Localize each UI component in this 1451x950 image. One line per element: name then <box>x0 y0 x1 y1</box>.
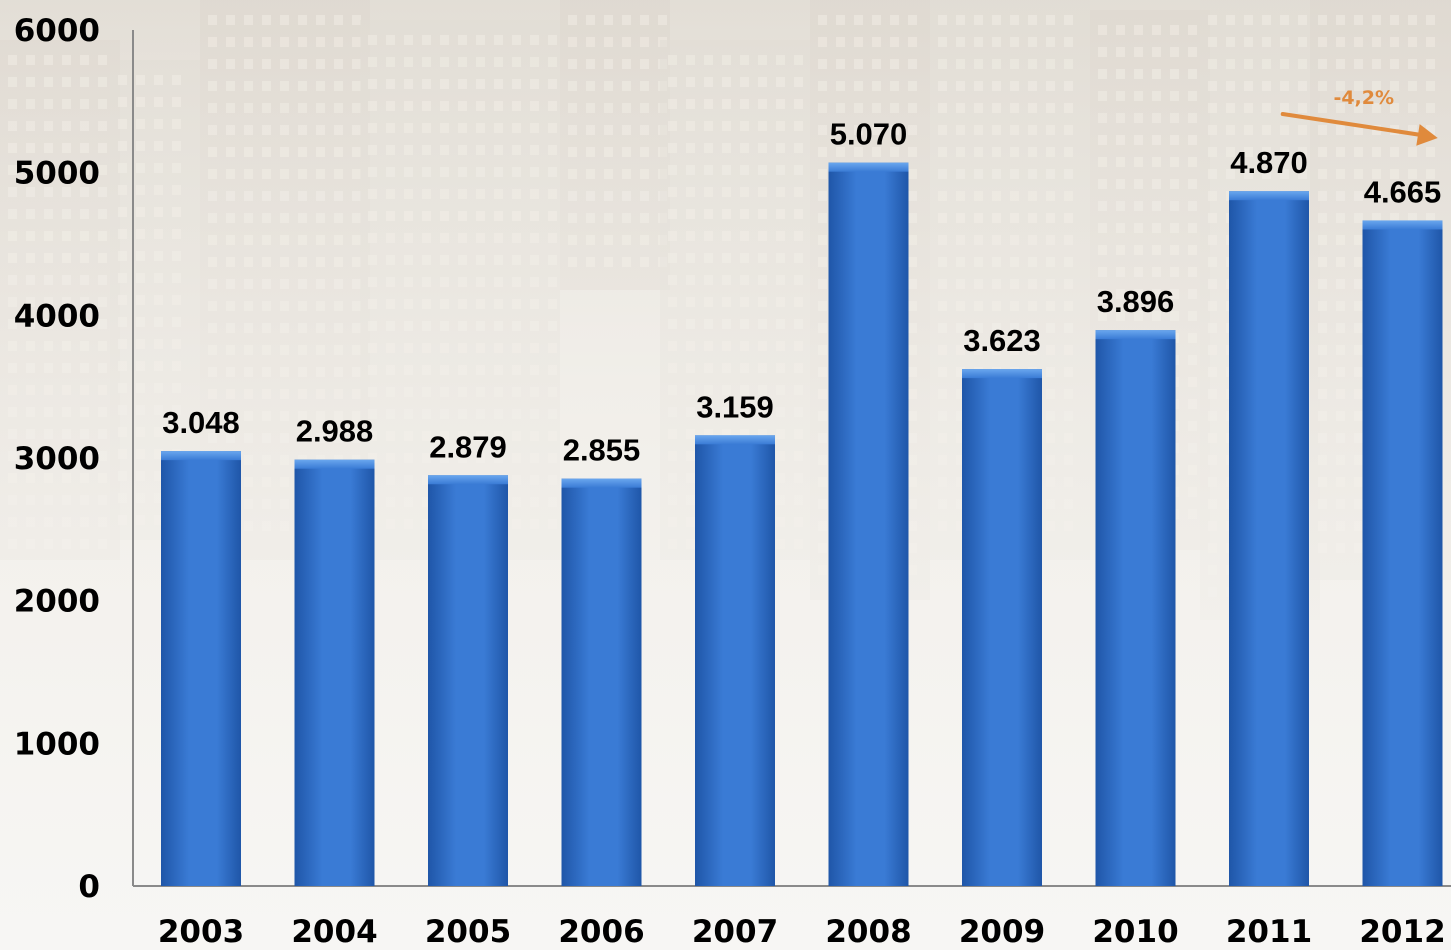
x-tick-label: 2008 <box>825 914 911 950</box>
y-tick-label: 0 <box>78 869 100 905</box>
x-tick-label: 2009 <box>959 914 1045 950</box>
y-tick-label: 5000 <box>14 156 100 192</box>
x-tick-label: 2006 <box>558 914 644 950</box>
bar-body <box>828 162 909 886</box>
data-labels: 3.048 2.988 2.879 2.855 3.159 5.070 3.623 3.896… <box>162 117 1441 468</box>
bar <box>695 435 775 886</box>
bar <box>161 451 241 886</box>
y-axis: 0 1000 2000 3000 4000 5000 6000 <box>14 13 134 905</box>
bar-body <box>1362 220 1443 886</box>
bar-body <box>428 475 508 886</box>
bar-top-bevel <box>161 451 241 461</box>
bar-top-bevel <box>428 475 508 485</box>
bar-body <box>962 369 1042 886</box>
bar-top-bevel <box>561 478 642 488</box>
bar-body <box>1229 191 1309 887</box>
x-tick-label: 2004 <box>291 914 377 950</box>
change-annotation-label: -4,2% <box>1333 87 1394 109</box>
y-tick-label: 6000 <box>14 13 100 49</box>
bar-body <box>561 478 642 886</box>
bar-body <box>1095 330 1176 886</box>
bar <box>1229 191 1309 887</box>
data-label: 3.159 <box>696 389 774 424</box>
data-label: 4.870 <box>1230 145 1308 180</box>
bar <box>428 475 508 886</box>
bar <box>1362 220 1443 886</box>
y-tick-label: 3000 <box>14 441 100 477</box>
x-tick-label: 2012 <box>1359 914 1445 950</box>
bar <box>962 369 1042 886</box>
bar-body <box>161 451 241 886</box>
arrow-down-right-icon <box>1280 112 1438 146</box>
x-tick-label: 2007 <box>692 914 778 950</box>
data-label: 2.988 <box>296 414 374 449</box>
bar-body <box>294 459 375 886</box>
y-tick-label: 2000 <box>14 584 100 620</box>
data-label: 2.855 <box>563 433 641 468</box>
y-tick-label: 4000 <box>14 298 100 334</box>
bar <box>294 459 375 886</box>
x-tick-label: 2005 <box>425 914 511 950</box>
x-axis: 2003 2004 2005 2006 2007 2008 2009 2010 2011 2012 <box>133 885 1451 950</box>
data-label: 3.896 <box>1097 284 1175 319</box>
data-label: 3.048 <box>162 405 240 440</box>
bar <box>828 162 909 886</box>
bar <box>1095 330 1176 886</box>
change-annotation: -4,2% <box>1280 87 1438 146</box>
y-tick-label: 1000 <box>14 726 100 762</box>
bar-top-bevel <box>1229 191 1309 201</box>
bar-top-bevel <box>1095 330 1176 340</box>
bar-top-bevel <box>695 435 775 445</box>
bar-top-bevel <box>294 459 375 469</box>
x-tick-label: 2003 <box>158 914 244 950</box>
data-label: 3.623 <box>963 323 1041 358</box>
data-label: 5.070 <box>830 117 908 152</box>
data-label: 4.665 <box>1364 174 1442 209</box>
bar-top-bevel <box>962 369 1042 379</box>
bar <box>561 478 642 886</box>
data-label: 2.879 <box>429 429 507 464</box>
x-tick-label: 2011 <box>1226 914 1312 950</box>
bar-top-bevel <box>1362 220 1443 230</box>
x-tick-label: 2010 <box>1092 914 1178 950</box>
bar-top-bevel <box>828 162 909 172</box>
bar-series <box>161 162 1443 887</box>
bar-body <box>695 435 775 886</box>
